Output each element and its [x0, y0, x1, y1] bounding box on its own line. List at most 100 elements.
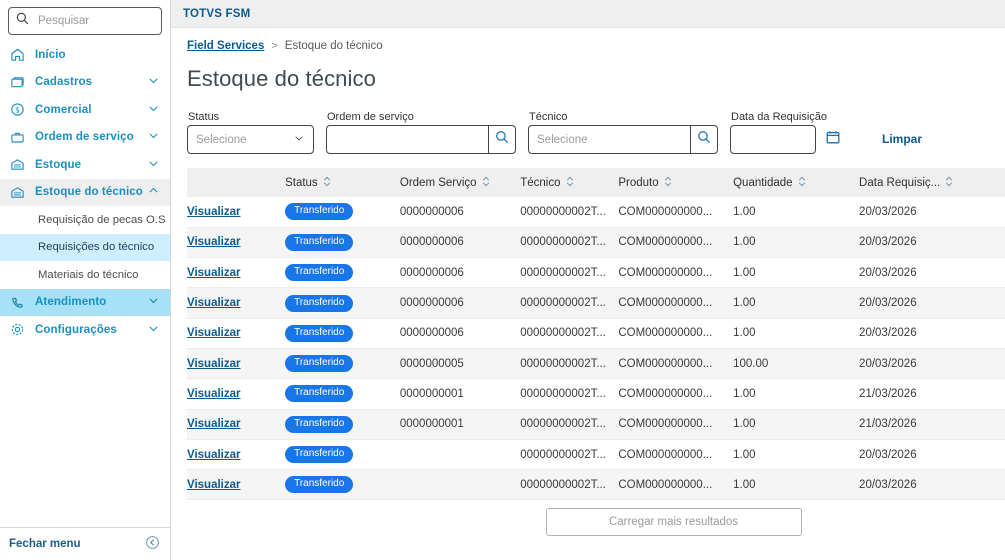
cell-status: Transferido	[285, 197, 400, 227]
cell-status: Transferido	[285, 318, 400, 348]
tecnico-value: Selecione	[537, 133, 588, 146]
sidebar-item-estoque[interactable]: Estoque	[0, 151, 170, 179]
visualizar-link[interactable]: Visualizar	[187, 236, 241, 249]
table-row[interactable]: Visualizar Transferido 0000000006 000000000…	[187, 227, 1005, 258]
filter-ordem-de-servico: Ordem de serviço	[326, 111, 516, 154]
visualizar-link[interactable]: Visualizar	[187, 448, 241, 461]
col-ordem-servico[interactable]: Ordem Serviço	[399, 168, 521, 197]
clear-filters-button[interactable]: Limpar	[882, 132, 923, 146]
chevron-down-icon	[147, 294, 160, 310]
visualizar-link[interactable]: Visualizar	[187, 418, 241, 431]
table-row[interactable]: Visualizar Transferido 0000000006 000000000…	[187, 318, 1005, 349]
cell-ordem-servico: 0000000005	[399, 348, 521, 379]
col-produto[interactable]: Produto	[618, 168, 734, 197]
search-box[interactable]	[8, 7, 162, 35]
svg-text:$: $	[15, 106, 20, 115]
sidebar-item-label: Configurações	[35, 323, 117, 336]
cell-tecnico: 00000000002T...	[520, 327, 606, 340]
status-badge: Transferido	[285, 264, 354, 282]
col-tecnico[interactable]: Técnico	[520, 168, 619, 197]
cell-data-requisicao: 20/03/2026	[859, 266, 917, 279]
chevron-left-circle-icon[interactable]	[145, 535, 160, 553]
cell-produto: COM000000000...	[618, 287, 734, 319]
table-row[interactable]: Visualizar Transferido 0000000006 000000000…	[187, 258, 1005, 288]
calendar-icon	[825, 129, 841, 150]
status-badge: Transferido	[285, 294, 354, 312]
tecnico-input[interactable]: Selecione	[528, 125, 690, 154]
load-more-button[interactable]: Carregar mais resultados	[545, 508, 802, 537]
chevron-down-icon	[293, 132, 305, 147]
table-row[interactable]: Visualizar Transferido 0000000006 000000000…	[187, 197, 1005, 228]
breadcrumb-link-field-services[interactable]: Field Services	[187, 40, 265, 52]
filter-status: Status Selecione	[187, 111, 314, 154]
cell-data-requisicao: 20/03/2026	[859, 287, 1005, 319]
visualizar-link[interactable]: Visualizar	[187, 327, 241, 340]
sidebar-item-cadastros[interactable]: Cadastros	[0, 69, 170, 97]
status-badge: Transferido	[285, 233, 354, 251]
sidebar-item-estoque-do-tecnico[interactable]: Estoque do técnico	[0, 178, 170, 206]
visualizar-link[interactable]: Visualizar	[187, 205, 241, 218]
sidebar-item-label: Ordem de serviço	[35, 131, 134, 144]
calendar-button[interactable]	[820, 125, 846, 154]
data-requisicao-input[interactable]	[730, 125, 816, 154]
filter-status-label: Status	[188, 111, 220, 123]
status-select[interactable]: Selecione	[187, 125, 314, 154]
sidebar-item-configuracoes[interactable]: Configurações	[0, 316, 170, 344]
cell-data-requisicao: 20/03/2026	[859, 327, 917, 340]
sidebar-item-comercial[interactable]: $ Comercial	[0, 96, 170, 124]
visualizar-link[interactable]: Visualizar	[187, 357, 241, 370]
sidebar-subitem-label: Materiais do técnico	[38, 268, 139, 281]
cell-quantidade: 1.00	[733, 327, 756, 340]
col-status[interactable]: Status	[285, 168, 400, 197]
col-actions	[187, 168, 286, 197]
visualizar-link[interactable]: Visualizar	[187, 266, 241, 279]
table-row[interactable]: Visualizar Transferido 00000000002T... COM0…	[187, 439, 1005, 470]
close-menu-button[interactable]: Fechar menu	[0, 527, 170, 560]
ordem-servico-input-group	[326, 125, 516, 154]
col-data-requisicao[interactable]: Data Requisiç...	[859, 168, 1005, 197]
cell-actions: Visualizar	[187, 227, 286, 258]
sidebar-subitem-materiais-do-tecnico[interactable]: Materiais do técnico	[0, 261, 170, 289]
cell-ordem-servico: 0000000006	[399, 205, 464, 218]
sort-icon[interactable]	[482, 176, 490, 190]
tecnico-search-button[interactable]	[690, 125, 718, 154]
sidebar-subitem-label: Requisição de pecas O.S	[38, 213, 166, 226]
gear-icon	[9, 322, 26, 338]
sort-icon[interactable]	[664, 176, 672, 190]
ordem-servico-input[interactable]	[326, 125, 488, 154]
visualizar-link[interactable]: Visualizar	[187, 297, 241, 310]
sidebar-item-inicio[interactable]: Início	[0, 41, 170, 69]
col-quantidade[interactable]: Quantidade	[733, 168, 860, 197]
table-row[interactable]: Visualizar Transferido 00000000002T... COM0…	[187, 469, 1005, 500]
search-input[interactable]	[36, 14, 154, 28]
page-title: Estoque do técnico	[187, 66, 376, 91]
sidebar-item-atendimento[interactable]: Atendimento	[0, 288, 170, 316]
sort-icon[interactable]	[566, 176, 574, 190]
cell-quantidade: 1.00	[733, 227, 860, 258]
sidebar-subitem-requisicao-de-pecas-os[interactable]: Requisição de pecas O.S	[0, 206, 170, 234]
sort-icon[interactable]	[798, 176, 806, 190]
sidebar-nav: Início Cadastros $ Comercial	[0, 41, 170, 527]
table-row[interactable]: Visualizar Transferido 0000000006 000000000…	[187, 287, 1005, 319]
cell-actions: Visualizar	[187, 469, 286, 500]
visualizar-link[interactable]: Visualizar	[187, 478, 241, 491]
cell-tecnico: 00000000002T...	[520, 448, 606, 461]
cell-data-requisicao: 20/03/2026	[859, 448, 917, 461]
sidebar-subitem-requisicoes-do-tecnico[interactable]: Requisições do técnico	[0, 233, 170, 261]
sidebar-item-label: Comercial	[35, 103, 92, 116]
table-row[interactable]: Visualizar Transferido 0000000001 000000000…	[187, 379, 1005, 410]
cell-produto: COM000000000...	[618, 227, 734, 258]
cell-quantidade: 1.00	[733, 387, 756, 400]
sort-icon[interactable]	[323, 176, 331, 190]
ordem-servico-search-button[interactable]	[488, 125, 516, 154]
cell-tecnico: 00000000002T...	[520, 205, 606, 218]
table-row[interactable]: Visualizar Transferido 0000000005 000000000…	[187, 348, 1005, 379]
bottom-strip	[171, 554, 1005, 560]
visualizar-link[interactable]: Visualizar	[187, 387, 241, 400]
sort-icon[interactable]	[945, 176, 953, 190]
cell-status: Transferido	[285, 287, 400, 319]
table-row[interactable]: Visualizar Transferido 0000000001 000000000…	[187, 409, 1005, 440]
search-icon	[495, 130, 509, 149]
cell-actions: Visualizar	[187, 439, 285, 469]
sidebar-item-ordem-de-servico[interactable]: Ordem de serviço	[0, 124, 170, 152]
